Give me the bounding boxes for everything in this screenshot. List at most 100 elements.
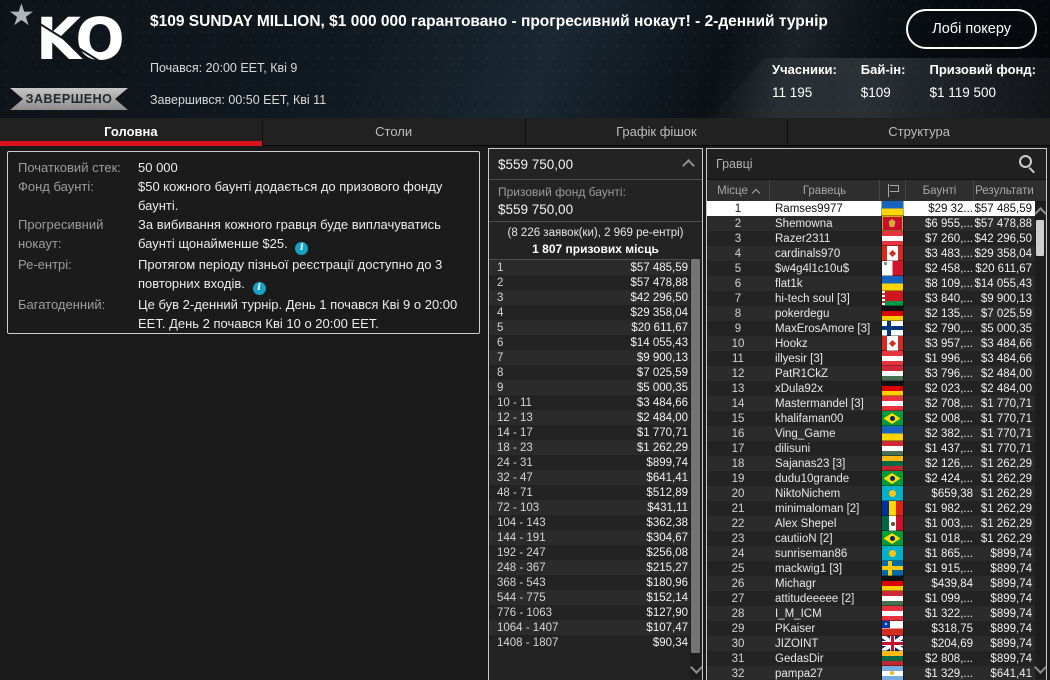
- player-bounty: $1 982,...: [925, 502, 973, 515]
- player-flag-cell: [879, 561, 905, 576]
- player-row[interactable]: 24 sunriseman86 $1 865,... $899,74: [707, 546, 1035, 561]
- players-scrollbar[interactable]: [1034, 202, 1047, 679]
- tab-chip-graph[interactable]: Графік фішок: [524, 118, 788, 145]
- prize-pool-panel: $559 750,00 Призовий фонд баунті: $559 7…: [488, 148, 703, 680]
- prize-pool-header: $559 750,00: [489, 149, 702, 179]
- player-row[interactable]: 30 JIZOINT $204,69 $899,74: [707, 636, 1035, 651]
- player-row[interactable]: 28 I_M_ICM $1 322,... $899,74: [707, 606, 1035, 621]
- column-header-results[interactable]: Результати: [973, 180, 1035, 201]
- player-row[interactable]: 4 cardinals970 $3 483,... $29 358,04: [707, 246, 1035, 261]
- flag-detail: [888, 219, 896, 227]
- player-row[interactable]: 6 flat1k $8 109,... $14 055,43: [707, 276, 1035, 291]
- player-row[interactable]: 25 mackwig1 [3] $1 915,... $899,74: [707, 561, 1035, 576]
- player-place: 24: [731, 547, 745, 560]
- payout-row: 2 $57 478,88: [489, 275, 690, 290]
- payout-place: 5: [497, 321, 504, 334]
- chevron-down-icon[interactable]: [1034, 661, 1047, 674]
- player-name: cardinals970: [775, 247, 841, 260]
- player-name: dilisuni: [775, 442, 811, 455]
- flag-icon-austria: [881, 351, 903, 366]
- player-row[interactable]: 8 pokerdegu $2 135,... $7 025,59: [707, 306, 1035, 321]
- favorite-star-icon[interactable]: ★: [8, 0, 35, 32]
- player-name: pokerdegu: [775, 307, 830, 320]
- player-bounty: $2 135,...: [925, 307, 973, 320]
- chevron-up-icon[interactable]: [682, 159, 695, 172]
- column-header-place[interactable]: Місце: [707, 180, 769, 201]
- tournament-title: $109 SUNDAY MILLION, $1 000 000 гарантов…: [150, 13, 828, 30]
- player-bounty: $1 915,...: [925, 562, 973, 575]
- player-row[interactable]: 14 Mastermandel [3] $2 708,... $1 770,71: [707, 396, 1035, 411]
- player-flag-cell: [879, 261, 905, 276]
- player-place: 26: [731, 577, 745, 590]
- payout-row: 3 $42 296,50: [489, 290, 690, 305]
- player-flag-cell: [879, 501, 905, 516]
- info-icon[interactable]: i: [295, 242, 309, 255]
- player-name: Sajanas23 [3]: [775, 457, 846, 470]
- column-header-player[interactable]: Гравець: [769, 180, 879, 201]
- tab-tables[interactable]: Столи: [261, 118, 525, 145]
- player-row[interactable]: 31 GedasDir $2 808,... $899,74: [707, 651, 1035, 666]
- tab-main[interactable]: Головна: [0, 118, 262, 146]
- scrollbar-thumb[interactable]: [691, 259, 700, 653]
- chevron-down-icon[interactable]: [690, 661, 703, 674]
- player-name: Mastermandel [3]: [775, 397, 864, 410]
- player-name: cautiioN [2]: [775, 532, 833, 545]
- player-row[interactable]: 16 Ving_Game $2 382,... $1 770,71: [707, 426, 1035, 441]
- player-flag-cell: [879, 366, 905, 381]
- player-row[interactable]: 18 Sajanas23 [3] $2 126,... $1 262,29: [707, 456, 1035, 471]
- player-row[interactable]: 26 Michagr $439,84 $899,74: [707, 576, 1035, 591]
- player-place: 31: [731, 652, 745, 665]
- info-value: 50 000: [138, 160, 178, 175]
- tab-structure[interactable]: Структура: [787, 118, 1050, 145]
- payout-row: 776 - 1063 $127,90: [489, 605, 690, 620]
- player-row[interactable]: 9 MaxErosAmore [3] $2 790,... $5 000,35: [707, 321, 1035, 336]
- payout-scrollbar[interactable]: [690, 259, 703, 679]
- player-row[interactable]: 21 minimaloman [2] $1 982,... $1 262,29: [707, 501, 1035, 516]
- players-search-row: [707, 149, 1046, 180]
- payout-row: 14 - 17 $1 770,71: [489, 425, 690, 440]
- player-row[interactable]: 29 PKaiser $318,75 $899,74: [707, 621, 1035, 636]
- players-search-input[interactable]: [707, 149, 1046, 179]
- player-row[interactable]: 13 xDula92x $2 023,... $2 484,00: [707, 381, 1035, 396]
- player-row[interactable]: 3 Razer2311 $7 260,... $42 296,50: [707, 231, 1035, 246]
- player-row[interactable]: 32 pampa27 $1 329,... $641,41: [707, 666, 1035, 680]
- info-icon[interactable]: i: [252, 282, 266, 295]
- player-row[interactable]: 20 NiktoNichem $659,38 $1 262,29: [707, 486, 1035, 501]
- stat-label: Бай-ін:: [860, 62, 906, 77]
- column-header-bounty[interactable]: Баунті: [905, 180, 973, 201]
- player-row[interactable]: 27 attitudeeeee [2] $1 099,... $899,74: [707, 591, 1035, 606]
- player-row[interactable]: 15 khalifaman00 $2 008,... $1 770,71: [707, 411, 1035, 426]
- scrollbar-thumb[interactable]: [1036, 220, 1044, 256]
- player-row[interactable]: 1 Ramses9977 $29 32... $57 485,59: [707, 201, 1035, 216]
- player-row[interactable]: 2 Shemowna $6 955,... $57 478,88: [707, 216, 1035, 231]
- player-name: hi-tech soul [3]: [775, 292, 850, 305]
- player-result: $899,74: [990, 637, 1032, 650]
- player-row[interactable]: 7 hi-tech soul [3] $3 840,... $9 900,13: [707, 291, 1035, 306]
- flag-icon-hungary: [881, 441, 903, 456]
- column-header-country[interactable]: [879, 180, 905, 201]
- player-row[interactable]: 12 PatR1CkZ $3 796,... $2 484,00: [707, 366, 1035, 381]
- flag-icon-argentina: [881, 666, 903, 680]
- chevron-up-icon[interactable]: [1034, 207, 1047, 220]
- bounty-pool-block: Призовий фонд баунті: $559 750,00: [489, 179, 702, 221]
- player-row[interactable]: 22 Alex Shepel $1 003,... $1 262,29: [707, 516, 1035, 531]
- search-icon[interactable]: [1018, 154, 1037, 173]
- payout-row: 6 $14 055,43: [489, 335, 690, 350]
- info-value: $50 кожного баунті додається до призовог…: [138, 179, 443, 213]
- player-row[interactable]: 19 dudu10grande $2 424,... $1 262,29: [707, 471, 1035, 486]
- player-bounty: $2 382,...: [925, 427, 973, 440]
- player-name: Ramses9977: [775, 202, 843, 215]
- info-row: Прогресивний нокаут: За вибивання кожного…: [18, 215, 469, 255]
- player-row[interactable]: 23 cautiioN [2] $1 018,... $1 262,29: [707, 531, 1035, 546]
- player-flag-cell: [879, 636, 905, 651]
- flag-icon-finland: [881, 321, 903, 336]
- payout-place: 4: [497, 306, 504, 319]
- flag-icon-lithuania: [881, 456, 903, 471]
- player-row[interactable]: 10 Hookz $3 957,... $3 484,66: [707, 336, 1035, 351]
- player-place: 20: [731, 487, 745, 500]
- player-row[interactable]: 11 illyesir [3] $1 996,... $3 484,66: [707, 351, 1035, 366]
- player-row[interactable]: 17 dilisuni $1 437,... $1 770,71: [707, 441, 1035, 456]
- poker-lobby-button[interactable]: Лобі покеру: [906, 9, 1037, 49]
- player-row[interactable]: 5 $w4g4l1c10u$ $2 458,... $20 611,67: [707, 261, 1035, 276]
- entries-block: (8 226 заявок(ки), 2 969 ре-ентрі) 1 807…: [489, 221, 702, 258]
